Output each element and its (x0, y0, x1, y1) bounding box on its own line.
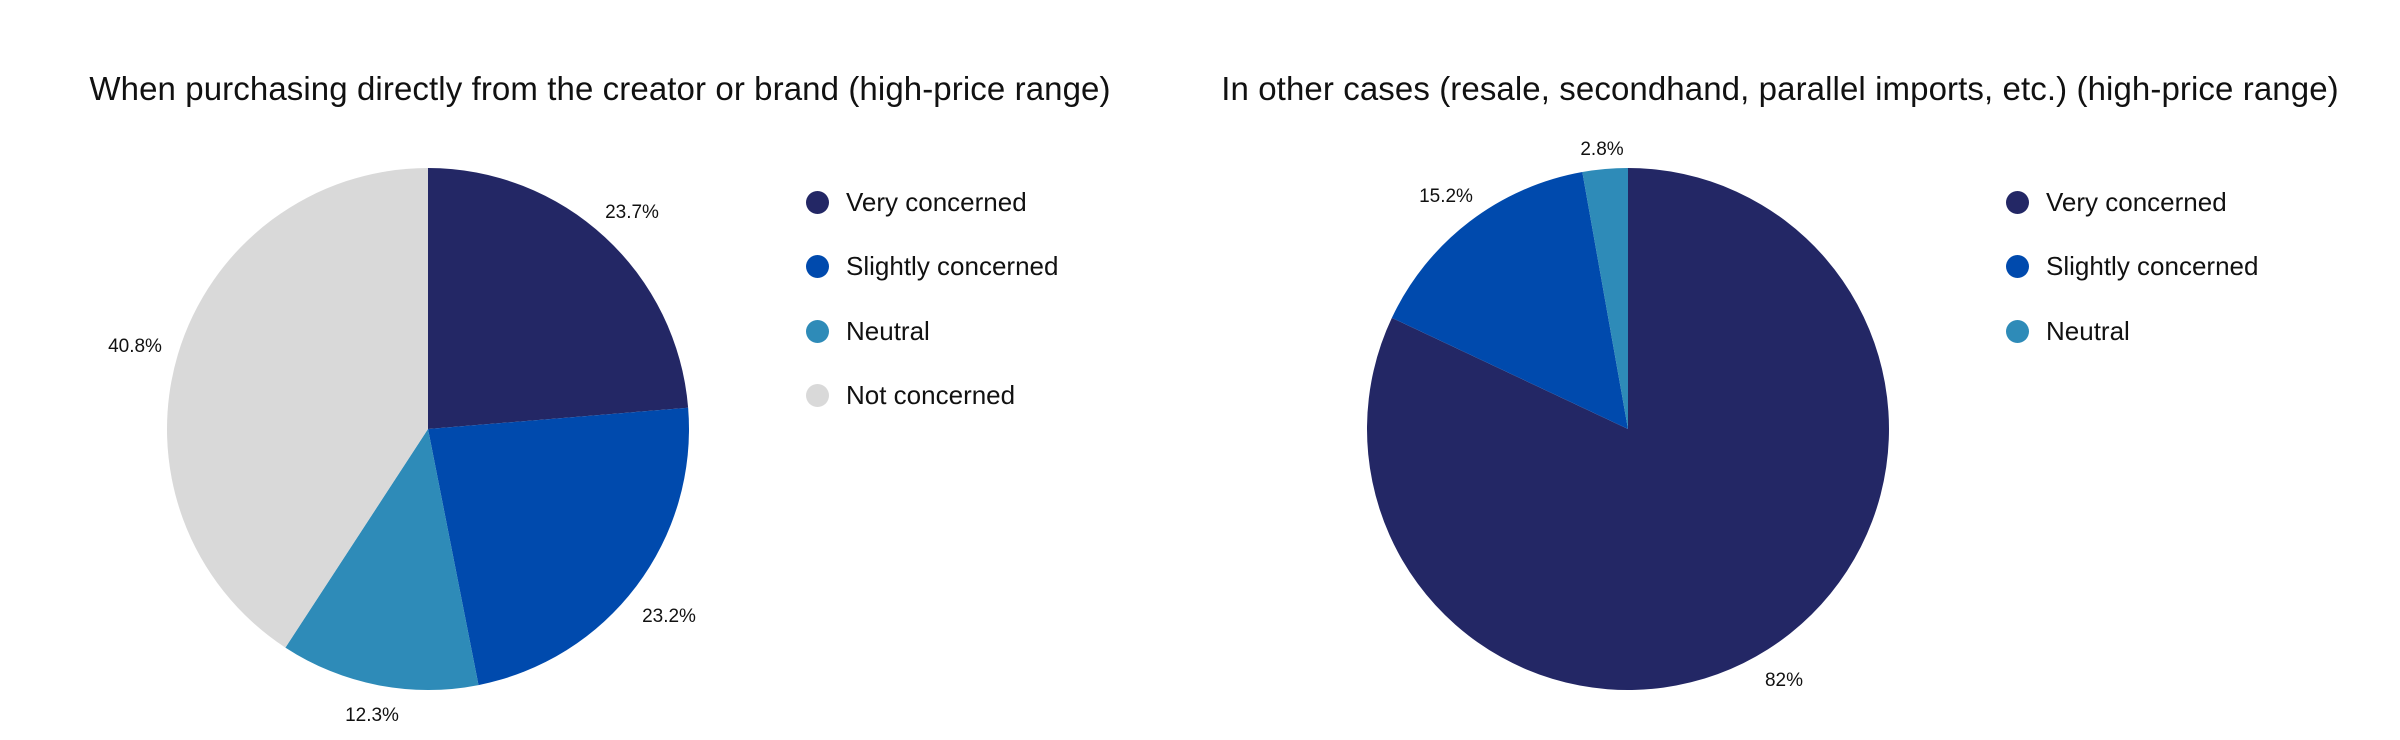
legend-dot-icon (806, 190, 829, 214)
legend-dot-icon (2006, 319, 2029, 343)
pie-slice-neutral[interactable] (285, 429, 479, 691)
pie-slice-slightly-concerned[interactable] (1391, 172, 1628, 430)
legend-dot-icon (2006, 190, 2029, 214)
slice-label-slightly-concerned: 23.2% (642, 606, 696, 627)
chart-2-legend: Very concerned Slightly concerned Neutra… (2006, 170, 2258, 364)
slice-label-very-concerned: 82% (1764, 670, 1804, 691)
slice-label-neutral: 12.3% (345, 705, 399, 726)
pie-slice-neutral[interactable] (1582, 168, 1628, 429)
legend-item-neutral[interactable]: Neutral (806, 299, 1058, 364)
pie-slice-very-concerned[interactable] (428, 168, 689, 429)
chart-2-title: In other cases (resale, secondhand, para… (1221, 70, 2339, 107)
legend-label: Very concerned (846, 186, 1027, 217)
chart-1-legend: Very concerned Slightly concerned Neutra… (806, 170, 1058, 428)
legend-item-very-concerned[interactable]: Very concerned (806, 170, 1058, 235)
legend-label: Neutral (846, 315, 930, 346)
legend-dot-icon (2006, 255, 2029, 279)
legend-label: Very concerned (2046, 186, 2227, 217)
legend-label: Not concerned (846, 380, 1016, 411)
legend-item-very-concerned[interactable]: Very concerned (2006, 170, 2258, 235)
slice-label-slightly-concerned: 15.2% (1419, 186, 1473, 207)
slice-label-very-concerned: 23.7% (605, 202, 659, 223)
pie-slice-not-concerned[interactable] (167, 168, 428, 648)
legend-item-slightly-concerned[interactable]: Slightly concerned (2006, 235, 2258, 300)
legend-item-neutral[interactable]: Neutral (2006, 299, 2258, 364)
pie-chart-1 (167, 168, 689, 691)
pie-chart-2 (1366, 168, 1889, 691)
legend-dot-icon (806, 255, 829, 279)
legend-label: Slightly concerned (2046, 251, 2259, 282)
slice-label-not-concerned: 40.8% (108, 336, 162, 357)
legend-label: Neutral (2046, 315, 2130, 346)
legend-item-slightly-concerned[interactable]: Slightly concerned (806, 235, 1058, 300)
pie-slice-slightly-concerned[interactable] (428, 407, 689, 686)
legend-item-not-concerned[interactable]: Not concerned (806, 364, 1058, 429)
legend-dot-icon (806, 319, 829, 343)
legend-label: Slightly concerned (846, 251, 1059, 282)
slice-label-neutral: 2.8% (1580, 139, 1624, 160)
pie-slice-very-concerned[interactable] (1366, 168, 1889, 691)
chart-1-title: When purchasing directly from the creato… (89, 70, 1111, 107)
legend-dot-icon (806, 384, 829, 408)
